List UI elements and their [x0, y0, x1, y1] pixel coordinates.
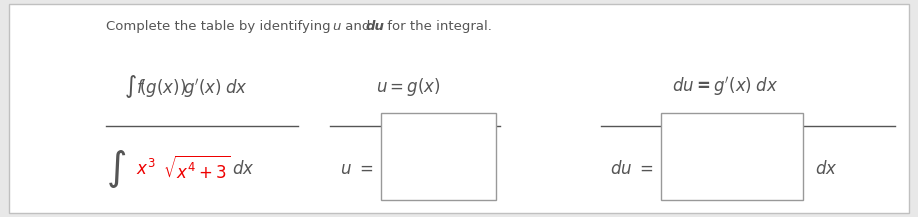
Text: $du\ =$: $du\ =$	[610, 160, 655, 178]
Text: $\int f\!\left(g(x)\right)\!g'(x)\;dx$: $\int f\!\left(g(x)\right)\!g'(x)\;dx$	[124, 73, 248, 100]
Text: $u\ =$: $u\ =$	[340, 160, 373, 178]
Text: for the integral.: for the integral.	[383, 20, 492, 33]
Text: du: du	[365, 20, 385, 33]
Text: u: u	[332, 20, 341, 33]
Text: $\sqrt{x^4 + 3}$: $\sqrt{x^4 + 3}$	[163, 156, 230, 183]
FancyBboxPatch shape	[9, 4, 909, 213]
Text: and: and	[341, 20, 375, 33]
FancyBboxPatch shape	[661, 113, 803, 200]
Text: $\mathbf{\mathit{du} = \mathit{g'(x)\;dx}}$: $\mathbf{\mathit{du} = \mathit{g'(x)\;dx…	[672, 75, 778, 98]
Text: $dx$: $dx$	[815, 160, 838, 178]
FancyBboxPatch shape	[381, 113, 496, 200]
Text: $x^3$: $x^3$	[136, 159, 155, 179]
Text: $u = g(x)$: $u = g(x)$	[376, 76, 441, 98]
Text: Complete the table by identifying: Complete the table by identifying	[106, 20, 334, 33]
Text: $dx$: $dx$	[232, 160, 255, 178]
Text: $\int$: $\int$	[106, 148, 126, 190]
